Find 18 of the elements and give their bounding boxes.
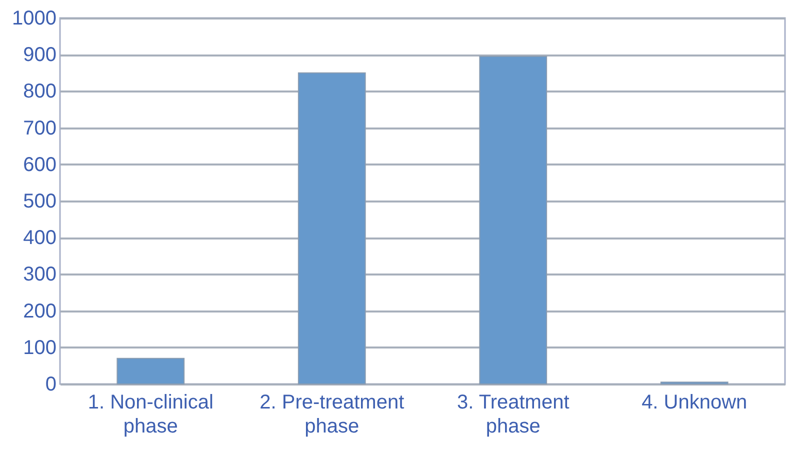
bar: [298, 72, 366, 384]
y-tick-label: 800: [23, 80, 56, 103]
y-tick-label: 200: [23, 300, 56, 322]
y-tick-label: 1000: [12, 8, 56, 30]
y-tick-label: 300: [23, 264, 56, 286]
bar: [479, 56, 548, 384]
y-tick-label: 600: [23, 154, 56, 176]
y-tick-label: 700: [23, 117, 56, 140]
bar: [116, 358, 185, 384]
x-tick-label: 4. Unknown: [642, 392, 748, 414]
y-tick-label: 500: [23, 190, 56, 212]
x-tick-label: 1. Non-clinical phase: [88, 392, 214, 438]
y-tick-label: 900: [23, 44, 56, 66]
y-tick-label: 100: [23, 336, 56, 359]
y-tick-label: 400: [23, 227, 56, 250]
x-tick-label: 2. Pre-treatment phase: [260, 392, 405, 438]
y-tick-label: 0: [45, 374, 56, 396]
x-tick-label: 3. Treatment phase: [456, 392, 570, 438]
